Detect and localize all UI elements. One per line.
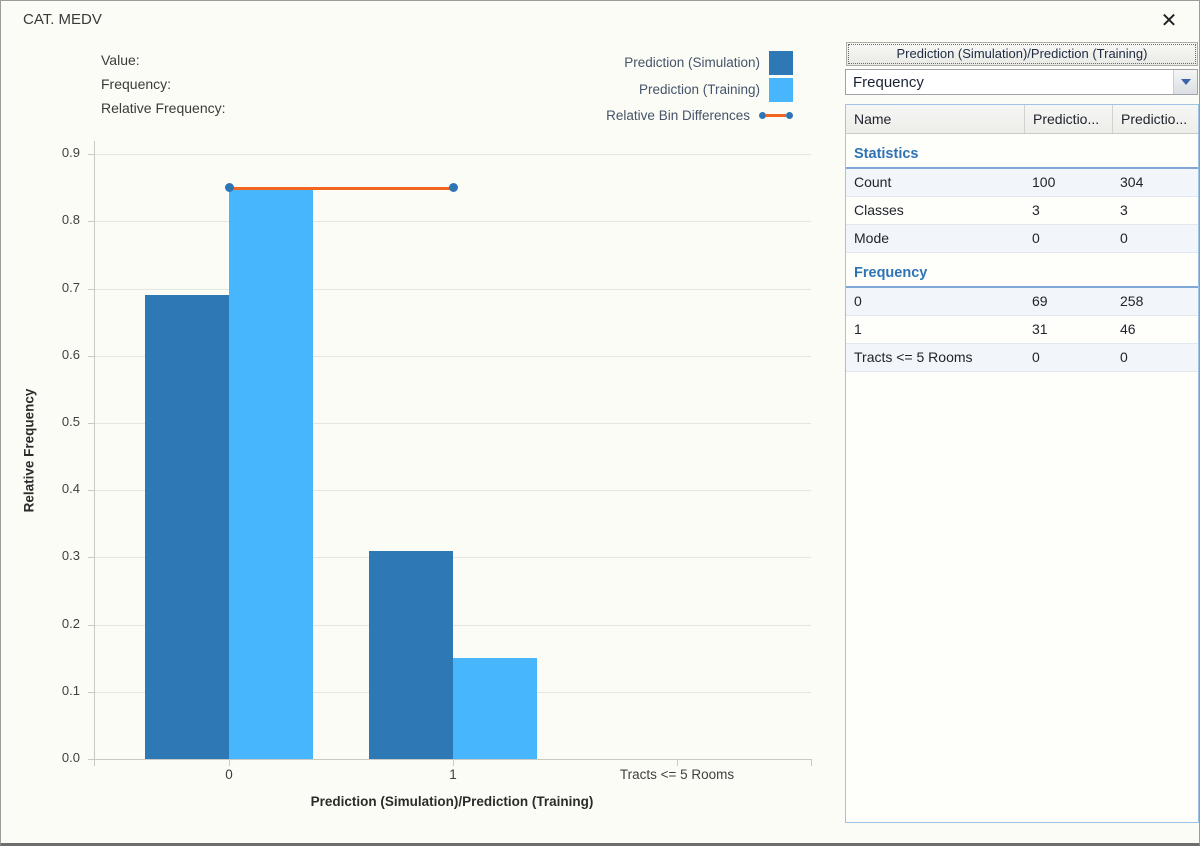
y-axis-title: Relative Frequency xyxy=(21,388,37,513)
training-swatch-icon xyxy=(769,77,793,102)
table-row: Count 100 304 xyxy=(846,169,1198,197)
y-gridline xyxy=(94,154,811,156)
y-tick-mark xyxy=(88,154,94,156)
y-tick-label: 0.5 xyxy=(61,414,80,429)
section-title: Frequency xyxy=(846,256,1198,288)
relative-frequency-label: Relative Frequency: xyxy=(101,100,226,116)
table-body: Statistics Count 100 304 Classes 3 3 Mode 0 0 Freq… xyxy=(846,137,1198,372)
x-tick-label: 0 xyxy=(225,767,233,782)
frequency-label: Frequency: xyxy=(101,76,172,92)
statistics-table: Name Predictio... Predictio... Statistic… xyxy=(845,104,1199,823)
y-tick-label: 0.2 xyxy=(61,615,80,631)
x-axis-line xyxy=(94,759,811,760)
y-tick-mark xyxy=(88,759,94,760)
table-cell: Count xyxy=(854,174,892,190)
x-tick-label: Tracts <= 5 Rooms xyxy=(619,767,735,782)
legend-label: Relative Bin Differences xyxy=(606,107,750,123)
table-cell: 304 xyxy=(1120,174,1144,190)
y-tick-mark xyxy=(88,557,94,559)
y-tick-label: 0.3 xyxy=(61,548,80,564)
y-tick-label: 0.8 xyxy=(61,212,80,228)
y-tick-label: 0.0 xyxy=(61,750,80,765)
window-title: CAT. MEDV xyxy=(23,11,102,28)
y-gridline xyxy=(94,423,811,424)
measure-dropdown[interactable]: Frequency xyxy=(845,69,1198,95)
x-tick-mark xyxy=(229,759,230,766)
y-tick-mark xyxy=(88,624,94,626)
y-tick-mark xyxy=(88,490,94,492)
legend-label: Prediction (Simulation) xyxy=(624,55,760,70)
x-tick-mark xyxy=(677,759,678,766)
table-row: 0 69 258 xyxy=(846,288,1198,316)
panel-header-button[interactable]: Prediction (Simulation)/Prediction (Trai… xyxy=(846,42,1198,66)
table-row: Classes 3 3 xyxy=(846,197,1198,225)
y-gridline xyxy=(94,355,811,357)
table-cell: 0 xyxy=(1120,230,1128,246)
y-tick-mark xyxy=(88,691,94,693)
value-label: Value: xyxy=(101,52,140,68)
close-icon[interactable]: ✕ xyxy=(1160,10,1178,32)
legend-item-bin-differences: Relative Bin Differences xyxy=(521,103,793,127)
table-cell: 1 xyxy=(854,321,862,337)
x-axis-edge-tick xyxy=(811,759,812,766)
chart-legend: Prediction (Simulation) Prediction (Trai… xyxy=(521,49,793,127)
y-tick-label: 0.4 xyxy=(61,481,80,497)
x-tick-label: 1 xyxy=(449,767,457,782)
x-axis-edge-tick xyxy=(94,759,95,766)
y-tick-label: 0.9 xyxy=(61,145,80,161)
table-cell: Mode xyxy=(854,230,890,246)
table-header-row: Name Predictio... Predictio... xyxy=(846,105,1198,134)
table-row: 1 31 46 xyxy=(846,316,1198,344)
legend-item-simulation: Prediction (Simulation) xyxy=(521,49,793,76)
table-cell: 0 xyxy=(854,293,862,309)
table-cell: 258 xyxy=(1120,293,1144,309)
y-tick-mark xyxy=(88,423,94,424)
table-cell: 0 xyxy=(1032,349,1040,365)
column-header-prediction-2[interactable]: Predictio... xyxy=(1112,105,1198,133)
legend-item-training: Prediction (Training) xyxy=(521,76,793,103)
y-axis-line xyxy=(94,141,95,759)
table-row: Tracts <= 5 Rooms 0 0 xyxy=(846,344,1198,372)
bar-simulation-cat0 xyxy=(145,295,229,759)
hover-labels: Value: Frequency: Relative Frequency: xyxy=(101,48,226,120)
column-header-name[interactable]: Name xyxy=(854,111,892,127)
y-tick-label: 0.6 xyxy=(61,346,80,362)
bin-differences-line xyxy=(229,186,453,190)
table-cell: 0 xyxy=(1120,349,1128,365)
y-tick-label: 0.1 xyxy=(61,682,80,698)
y-tick-mark xyxy=(88,355,94,357)
bin-differences-point xyxy=(224,183,234,193)
dropdown-value: Frequency xyxy=(853,73,924,91)
table-cell: 31 xyxy=(1032,321,1048,337)
table-cell: Classes xyxy=(854,202,904,218)
table-cell: Tracts <= 5 Rooms xyxy=(854,349,973,365)
table-cell: 3 xyxy=(1120,202,1128,218)
table-cell: 3 xyxy=(1032,202,1040,218)
section-title: Statistics xyxy=(846,137,1198,169)
x-tick-mark xyxy=(453,759,454,766)
table-cell: 46 xyxy=(1120,321,1136,337)
y-gridline xyxy=(94,490,811,492)
bin-differences-point xyxy=(448,183,458,193)
bar-training-cat1 xyxy=(453,657,537,759)
table-cell: 0 xyxy=(1032,230,1040,246)
dropdown-arrow-button[interactable] xyxy=(1173,70,1197,94)
legend-label: Prediction (Training) xyxy=(638,82,760,97)
bar-training-cat0 xyxy=(229,188,313,759)
table-row: Mode 0 0 xyxy=(846,225,1198,253)
line-dot-icon xyxy=(759,111,793,119)
bar-simulation-cat1 xyxy=(369,550,453,759)
x-axis-title: Prediction (Simulation)/Prediction (Trai… xyxy=(310,794,594,809)
table-cell: 69 xyxy=(1032,293,1048,309)
table-cell: 100 xyxy=(1032,174,1056,190)
y-gridline xyxy=(94,221,811,223)
chevron-down-icon xyxy=(1180,79,1191,85)
y-tick-mark xyxy=(88,288,94,290)
simulation-swatch-icon xyxy=(769,50,793,75)
y-gridline xyxy=(94,288,811,290)
y-tick-label: 0.7 xyxy=(61,279,80,295)
column-header-prediction-1[interactable]: Predictio... xyxy=(1024,105,1112,133)
y-tick-mark xyxy=(88,221,94,223)
